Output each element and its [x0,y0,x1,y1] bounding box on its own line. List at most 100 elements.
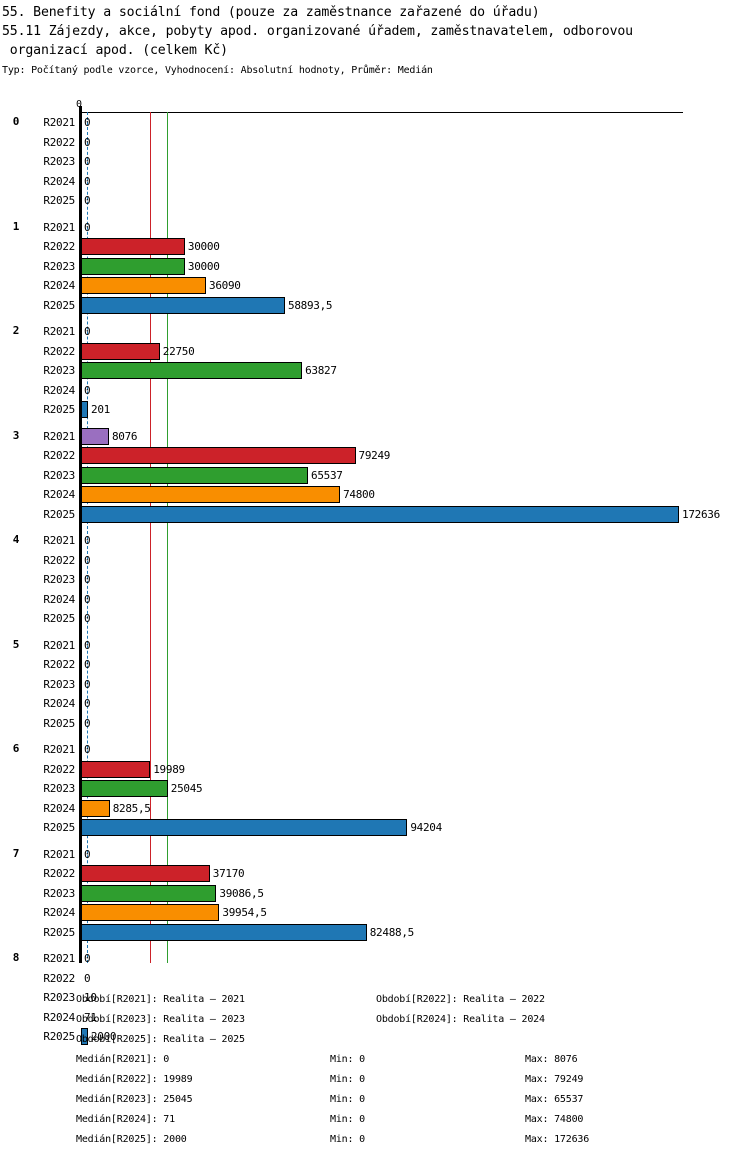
row-label: R2022 [43,344,75,358]
row-label: R2022 [43,867,75,880]
bar-value-label: 8285,5 [112,801,151,815]
chart-row[interactable]: R2025 0 [0,714,750,734]
chart-row[interactable]: R2023 0 [0,570,750,590]
chart-row[interactable]: R2023 65537 [0,466,750,486]
bar[interactable] [81,760,151,778]
bar[interactable] [81,466,309,484]
chart-row[interactable]: 2 R2021 0 [0,322,750,342]
max-value: Max: 65537 [525,1094,584,1105]
chart-header: 55. Benefity a sociální fond (pouze za z… [0,0,750,78]
chart-row[interactable]: R2024 0 [0,694,750,714]
chart-row[interactable]: R2025 201 [0,400,750,420]
bar[interactable] [81,296,285,314]
chart-row[interactable]: R2023 0 [0,675,750,695]
row-label: R2024 [43,906,75,919]
bar-value-label: 0 [84,155,91,168]
row-label: R2025 [43,716,75,730]
row-label: R2023 [43,259,75,273]
chart-row[interactable]: R2022 79249 [0,446,750,466]
chart-row[interactable]: 8 R2021 0 [0,949,750,969]
group-separator [0,315,750,322]
chart-row[interactable]: R2024 0 [0,172,750,192]
chart-row[interactable]: 7 R2021 0 [0,845,750,865]
bar-value-label: 0 [84,952,91,965]
chart-row[interactable]: R2024 74800 [0,485,750,505]
bar[interactable] [81,342,160,360]
row-label: R2024 [43,383,75,397]
bar[interactable] [81,799,110,817]
chart-row[interactable]: R2024 71 [0,1008,750,1028]
max-value: Max: 79249 [525,1074,584,1085]
median-value: Medián[R2023]: 25045 [76,1094,193,1105]
chart-row[interactable]: R2024 0 [0,381,750,401]
chart-row[interactable]: R2023 0 [0,152,750,172]
axis-top-line [81,112,683,113]
chart-row[interactable]: R2022 0 [0,133,750,153]
chart-row[interactable]: R2022 0 [0,551,750,571]
bar[interactable] [81,401,88,418]
chart-row[interactable]: 5 R2021 0 [0,636,750,656]
reference-line-red [150,112,151,963]
row-label: R2025 [43,821,75,834]
chart-row[interactable]: 0 R2021 0 [0,113,750,133]
group-index-label: 2 [12,324,20,337]
chart-row[interactable]: R2023 10 [0,988,750,1008]
chart-row[interactable]: R2022 37170 [0,864,750,884]
bar[interactable] [81,505,679,523]
bar-value-label: 0 [84,592,91,606]
chart-row[interactable]: R2023 39086,5 [0,884,750,904]
chart-row[interactable]: 1 R2021 0 [0,218,750,238]
bar[interactable] [81,486,341,503]
chart-row[interactable]: 3 R2021 8076 [0,427,750,447]
bar-value-label: 0 [84,325,91,338]
chart-row[interactable]: R2025 0 [0,609,750,629]
max-value: Max: 74800 [525,1114,584,1125]
bar[interactable] [81,819,408,836]
group-separator [0,211,750,218]
bar[interactable] [81,780,168,797]
bar[interactable] [81,884,217,902]
chart-row[interactable]: R2025 172636 [0,505,750,525]
chart-group: 6 R2021 0 R2022 19989 R2023 25045 R2024 8285,5 R2… [0,740,750,838]
chart-row[interactable]: R2022 30000 [0,237,750,257]
min-value: Min: 0 [330,1054,365,1065]
chart-row[interactable]: R2022 22750 [0,342,750,362]
chart-row[interactable]: R2025 58893,5 [0,296,750,316]
bar[interactable] [81,923,367,941]
bar[interactable] [81,238,185,255]
page-title: 55. Benefity a sociální fond (pouze za z… [2,5,540,20]
bar[interactable] [81,257,185,275]
bar-value-label: 19989 [153,762,185,776]
row-label: R2021 [43,116,75,129]
row-label: R2023 [43,886,75,900]
group-separator [0,629,750,636]
chart-row[interactable]: R2024 39954,5 [0,903,750,923]
chart-row[interactable]: R2025 2000 [0,1027,750,1047]
legend-row: Období[R2023]: Realita – 2023 Období[R202… [0,1010,750,1030]
chart-row[interactable]: R2023 25045 [0,779,750,799]
chart-row[interactable]: 6 R2021 0 [0,740,750,760]
chart-row[interactable]: R2024 0 [0,590,750,610]
chart-row[interactable]: R2022 19989 [0,760,750,780]
bar[interactable] [81,865,210,882]
row-label: R2021 [43,429,75,443]
chart-row[interactable]: R2023 63827 [0,361,750,381]
chart-row[interactable]: R2025 82488,5 [0,923,750,943]
chart-row[interactable]: 4 R2021 0 [0,531,750,551]
legend-container: Období[R2021]: Realita – 2021 Období[R202… [0,990,750,1050]
chart-row[interactable]: R2025 0 [0,191,750,211]
chart-row[interactable]: R2025 94204 [0,818,750,838]
bar[interactable] [81,904,220,921]
group-index-label: 0 [12,115,20,128]
chart-row[interactable]: R2022 0 [0,655,750,675]
bar[interactable] [81,362,303,379]
bar[interactable] [81,427,109,445]
bar[interactable] [81,277,207,294]
row-label: R2022 [43,971,75,985]
chart-row[interactable]: R2022 0 [0,969,750,989]
bar[interactable] [81,1028,88,1045]
bar[interactable] [81,447,356,464]
chart-row[interactable]: R2024 8285,5 [0,799,750,819]
chart-row[interactable]: R2024 36090 [0,276,750,296]
chart-row[interactable]: R2023 30000 [0,257,750,277]
